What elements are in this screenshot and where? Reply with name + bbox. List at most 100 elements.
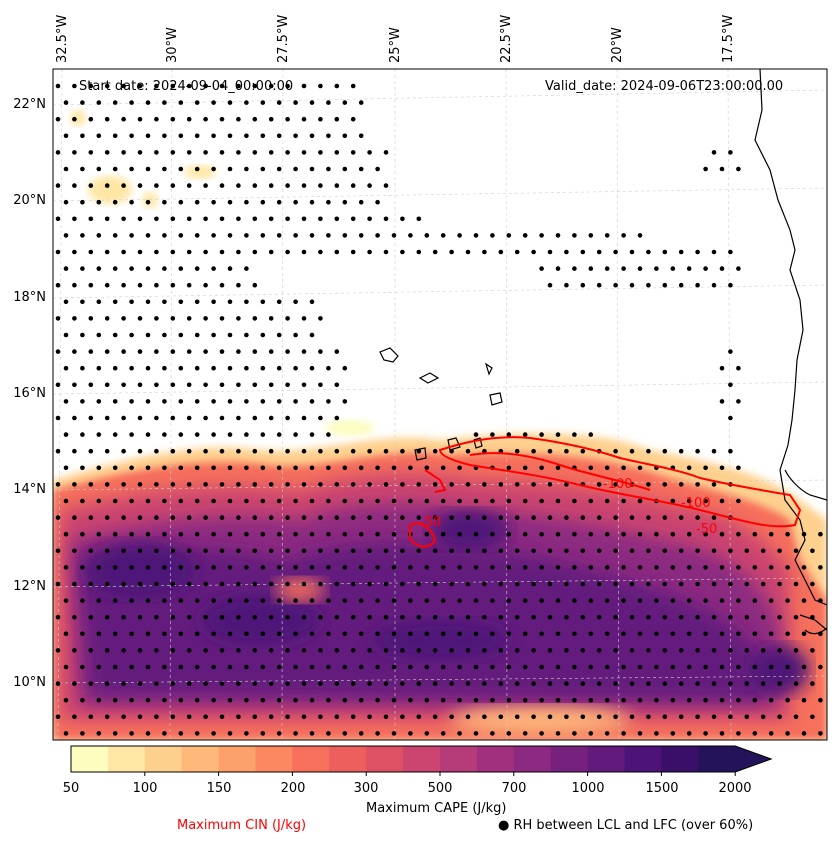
rh-dot [285, 183, 290, 188]
rh-dot [178, 399, 184, 404]
rh-dot [367, 216, 372, 222]
rh-dot [465, 515, 471, 520]
rh-dot [604, 697, 610, 703]
rh-dot [219, 415, 225, 421]
rh-dot [129, 133, 134, 139]
rh-dot [268, 548, 274, 554]
rh-dot [391, 631, 397, 637]
rh-dot [170, 316, 176, 321]
rh-dot [621, 631, 626, 637]
rh-dot [227, 432, 233, 437]
rh-dot [276, 631, 282, 637]
rh-dot [112, 531, 118, 537]
rh-dot [211, 498, 216, 504]
rh-dot [654, 731, 659, 736]
rh-dot [236, 216, 241, 222]
rh-dot [367, 183, 372, 188]
colorbar-tick: 50 [62, 781, 80, 796]
rh-dot [72, 548, 77, 554]
rh-dot [482, 515, 487, 520]
rh-dot [88, 515, 94, 520]
rh-dot [63, 332, 69, 338]
rh-dot [375, 465, 380, 471]
rh-dot [309, 598, 315, 603]
rh-dot [137, 150, 143, 155]
rh-dot [129, 100, 134, 105]
rh-dot [268, 581, 274, 587]
rh-dot [293, 332, 298, 338]
rh-dot [236, 614, 241, 620]
rh-dot [178, 365, 184, 371]
rh-dot [711, 581, 717, 587]
rh-dot [539, 531, 544, 537]
rh-dot [186, 150, 192, 155]
rh-dot [473, 233, 479, 238]
rh-dot [326, 664, 331, 670]
rh-dot [654, 697, 659, 703]
coastline [754, 69, 827, 635]
rh-dot [736, 697, 741, 703]
rh-dot [752, 598, 758, 603]
rh-dot [203, 282, 208, 288]
rh-dot [178, 100, 184, 105]
rh-dot [88, 714, 94, 720]
rh-dot [121, 249, 126, 255]
rh-dot [88, 216, 94, 222]
rh-dot [818, 697, 823, 703]
rh-dot [162, 199, 167, 205]
rh-dot [170, 681, 176, 686]
rh-dot [301, 216, 307, 222]
rh-dot [252, 382, 258, 388]
rh-dot [244, 166, 249, 172]
rh-dot [482, 714, 487, 720]
rh-dot [285, 249, 290, 255]
rh-dot [162, 332, 167, 338]
rh-dot [604, 598, 610, 603]
rh-dot [162, 233, 167, 238]
rh-dot [695, 282, 700, 288]
rh-dot [63, 465, 69, 471]
rh-dot [63, 498, 69, 504]
rh-dot [465, 448, 471, 454]
rh-dot [736, 731, 741, 736]
rh-dot [178, 465, 184, 471]
rh-dot [96, 664, 102, 670]
rh-dot [293, 199, 298, 205]
rh-dot [244, 697, 249, 703]
rh-dot [276, 565, 282, 570]
rh-dot [293, 365, 298, 371]
rh-dot [416, 714, 422, 720]
rh-dot [244, 598, 249, 603]
rh-dot [285, 415, 290, 421]
rh-dot [760, 614, 766, 620]
rh-dot [227, 199, 233, 205]
rh-dot [400, 648, 405, 653]
rh-dot [490, 233, 495, 238]
rh-legend-label: ● RH between LCL and LFC (over 60%) [498, 818, 754, 833]
rh-dot [531, 581, 536, 587]
rh-dot [678, 282, 684, 288]
rh-dot [194, 365, 200, 371]
rh-dot [522, 498, 528, 504]
rh-dot [285, 150, 290, 155]
rh-dot [244, 432, 249, 437]
rh-dot [342, 100, 348, 105]
rh-dot [268, 681, 274, 686]
rh-dot [80, 100, 85, 105]
rh-dot [293, 598, 298, 603]
rh-dot [613, 548, 618, 554]
rh-dot [785, 565, 790, 570]
lon-label-32-5w: 32.5°W [55, 14, 70, 63]
rh-dot [514, 482, 520, 487]
rh-dot [80, 465, 85, 471]
rh-dot [358, 498, 364, 504]
rh-dot [194, 631, 200, 637]
rh-dot [334, 581, 340, 587]
rh-dot [342, 531, 348, 537]
rh-dot [63, 731, 69, 736]
rh-dot [137, 83, 143, 89]
rh-dot [531, 548, 536, 554]
rh-dot [63, 299, 69, 305]
rh-dot [285, 548, 290, 554]
rh-dot [711, 448, 717, 454]
